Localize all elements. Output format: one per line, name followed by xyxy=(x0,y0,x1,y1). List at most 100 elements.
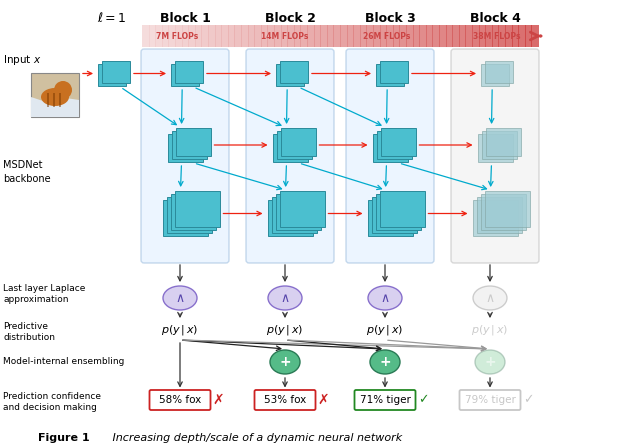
Bar xyxy=(333,25,341,47)
Bar xyxy=(380,61,408,83)
Text: 14M FLOPs: 14M FLOPs xyxy=(261,32,308,41)
Bar xyxy=(175,191,220,227)
Bar xyxy=(98,64,126,86)
Bar xyxy=(287,25,295,47)
Bar xyxy=(163,200,207,236)
Ellipse shape xyxy=(370,350,400,374)
Bar xyxy=(371,197,417,233)
Bar xyxy=(268,200,312,236)
Bar xyxy=(208,25,216,47)
Bar xyxy=(367,200,413,236)
FancyBboxPatch shape xyxy=(460,390,520,410)
Bar xyxy=(386,25,394,47)
Text: $p(y\,|\,x)$: $p(y\,|\,x)$ xyxy=(161,323,198,337)
Bar xyxy=(280,191,324,227)
Bar xyxy=(477,197,522,233)
Bar xyxy=(254,25,262,47)
Bar xyxy=(439,25,447,47)
Text: ✓: ✓ xyxy=(523,393,533,406)
Bar xyxy=(268,25,275,47)
Text: 71% tiger: 71% tiger xyxy=(360,395,410,405)
Text: +: + xyxy=(484,354,496,369)
Bar xyxy=(166,197,211,233)
Bar xyxy=(413,25,420,47)
Bar xyxy=(314,25,321,47)
Bar xyxy=(485,61,513,83)
Bar xyxy=(452,25,460,47)
Ellipse shape xyxy=(41,88,69,106)
Bar xyxy=(380,25,387,47)
Text: ✓: ✓ xyxy=(418,393,428,406)
Bar xyxy=(531,25,539,47)
Text: Block 2: Block 2 xyxy=(264,12,316,25)
Ellipse shape xyxy=(475,350,505,374)
Text: $\wedge$: $\wedge$ xyxy=(380,292,390,305)
Bar xyxy=(320,25,328,47)
Bar xyxy=(162,25,170,47)
Bar xyxy=(327,25,335,47)
FancyBboxPatch shape xyxy=(141,49,229,263)
Text: $\ell = 1$: $\ell = 1$ xyxy=(97,11,127,25)
Bar xyxy=(294,25,301,47)
Bar xyxy=(274,25,282,47)
Bar xyxy=(47,93,49,107)
Text: Block 4: Block 4 xyxy=(470,12,520,25)
Bar xyxy=(376,194,420,230)
Text: Block 3: Block 3 xyxy=(365,12,415,25)
Bar xyxy=(175,25,182,47)
Text: $\wedge$: $\wedge$ xyxy=(280,292,290,305)
Text: $\wedge$: $\wedge$ xyxy=(175,292,185,305)
Text: Figure 1: Figure 1 xyxy=(38,433,90,443)
Bar xyxy=(171,64,199,86)
Bar xyxy=(366,25,374,47)
Bar xyxy=(472,25,479,47)
Bar xyxy=(393,25,401,47)
Bar xyxy=(195,25,202,47)
Bar xyxy=(273,134,307,162)
Bar xyxy=(214,25,222,47)
Text: MSDNet
backbone: MSDNet backbone xyxy=(3,160,51,184)
Bar xyxy=(376,131,412,159)
Bar xyxy=(373,25,381,47)
Bar xyxy=(261,25,268,47)
Bar xyxy=(360,25,367,47)
Text: +: + xyxy=(279,354,291,369)
Bar xyxy=(380,191,424,227)
Bar xyxy=(170,194,216,230)
Bar xyxy=(492,25,499,47)
Bar xyxy=(280,25,288,47)
Ellipse shape xyxy=(368,286,402,310)
Bar xyxy=(340,25,348,47)
Bar xyxy=(518,25,526,47)
Bar xyxy=(175,61,203,83)
Text: 58% fox: 58% fox xyxy=(159,395,201,405)
Circle shape xyxy=(54,81,72,99)
Bar xyxy=(248,25,255,47)
Bar xyxy=(459,25,467,47)
FancyBboxPatch shape xyxy=(150,390,211,410)
Bar xyxy=(182,25,189,47)
Bar xyxy=(59,93,61,107)
Bar xyxy=(479,25,486,47)
Bar xyxy=(228,25,236,47)
Bar xyxy=(399,25,407,47)
FancyBboxPatch shape xyxy=(346,49,434,263)
Text: $p(y\,|\,x)$: $p(y\,|\,x)$ xyxy=(471,323,509,337)
Bar xyxy=(234,25,242,47)
Text: Input $x$: Input $x$ xyxy=(3,53,42,67)
Ellipse shape xyxy=(270,350,300,374)
Polygon shape xyxy=(31,97,79,117)
Bar xyxy=(499,25,506,47)
Bar xyxy=(347,25,354,47)
Text: Increasing depth/scale of a dynamic neural network: Increasing depth/scale of a dynamic neur… xyxy=(102,433,403,443)
Bar xyxy=(525,25,532,47)
Text: $\wedge$: $\wedge$ xyxy=(485,292,495,305)
Bar xyxy=(481,194,525,230)
Bar xyxy=(276,64,304,86)
Bar xyxy=(353,25,361,47)
Ellipse shape xyxy=(268,286,302,310)
Bar xyxy=(271,197,317,233)
Bar xyxy=(221,25,229,47)
Text: $p(y\,|\,x)$: $p(y\,|\,x)$ xyxy=(366,323,404,337)
Bar xyxy=(168,134,202,162)
